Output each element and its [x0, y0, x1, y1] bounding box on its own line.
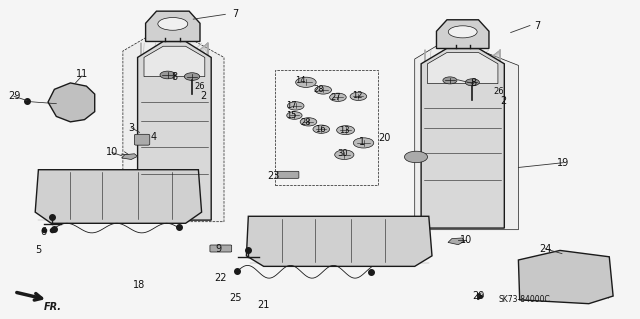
Circle shape — [315, 86, 332, 94]
Text: 21: 21 — [257, 300, 270, 310]
Polygon shape — [448, 238, 465, 245]
Text: 8: 8 — [470, 78, 477, 88]
Polygon shape — [428, 53, 498, 84]
Text: 27: 27 — [330, 93, 340, 102]
Polygon shape — [122, 154, 138, 160]
Circle shape — [160, 71, 175, 79]
Polygon shape — [144, 46, 205, 77]
FancyBboxPatch shape — [210, 245, 232, 252]
Text: 28: 28 — [314, 85, 324, 94]
Text: 24: 24 — [539, 244, 552, 254]
Text: 30: 30 — [337, 149, 348, 158]
Text: SK73-84000C: SK73-84000C — [499, 295, 550, 304]
Text: 22: 22 — [214, 272, 227, 283]
Text: 7: 7 — [534, 20, 541, 31]
Text: 25: 25 — [229, 293, 242, 303]
Polygon shape — [146, 11, 200, 41]
Text: 2: 2 — [200, 91, 207, 101]
Polygon shape — [138, 41, 211, 220]
Polygon shape — [436, 20, 489, 48]
Text: 18: 18 — [133, 279, 146, 290]
Text: 11: 11 — [76, 69, 88, 79]
Bar — [275, 70, 378, 185]
Text: 29: 29 — [472, 291, 485, 301]
Text: 2: 2 — [500, 96, 506, 106]
Circle shape — [296, 77, 316, 87]
Text: 3: 3 — [128, 122, 134, 133]
Circle shape — [287, 112, 302, 119]
Text: 8: 8 — [171, 72, 177, 82]
Text: 5: 5 — [35, 245, 42, 256]
Text: 9: 9 — [216, 244, 222, 254]
Text: 14: 14 — [296, 76, 306, 85]
Circle shape — [404, 151, 428, 163]
Text: 4: 4 — [150, 131, 157, 142]
Text: 10: 10 — [460, 235, 472, 245]
Text: 17: 17 — [286, 101, 296, 110]
Text: 29: 29 — [8, 91, 20, 101]
Polygon shape — [246, 216, 432, 266]
Text: 19: 19 — [557, 158, 570, 168]
Text: 28: 28 — [301, 118, 311, 127]
Ellipse shape — [158, 18, 188, 30]
FancyBboxPatch shape — [134, 134, 150, 145]
Polygon shape — [421, 48, 504, 228]
Text: 23: 23 — [268, 171, 280, 181]
Circle shape — [353, 138, 374, 148]
Circle shape — [337, 126, 355, 135]
Circle shape — [350, 92, 367, 100]
Circle shape — [335, 150, 354, 160]
Text: 16: 16 — [315, 125, 325, 134]
Text: FR.: FR. — [44, 302, 61, 312]
Polygon shape — [48, 83, 95, 122]
Text: 20: 20 — [378, 133, 390, 143]
Text: 7: 7 — [232, 9, 239, 19]
Circle shape — [443, 77, 457, 84]
Polygon shape — [123, 26, 224, 222]
Circle shape — [184, 73, 200, 80]
Text: 6: 6 — [40, 227, 47, 237]
Text: 15: 15 — [286, 111, 296, 120]
Circle shape — [287, 102, 304, 110]
Circle shape — [300, 118, 317, 126]
Polygon shape — [518, 250, 613, 304]
FancyBboxPatch shape — [277, 171, 299, 178]
Circle shape — [465, 79, 479, 86]
Polygon shape — [415, 38, 518, 230]
Text: 26: 26 — [195, 82, 205, 91]
Text: 1: 1 — [358, 137, 365, 147]
Text: 12: 12 — [352, 91, 362, 100]
Polygon shape — [35, 170, 202, 223]
Ellipse shape — [448, 26, 477, 38]
Circle shape — [330, 93, 346, 101]
Text: 26: 26 — [494, 87, 504, 96]
Circle shape — [313, 125, 330, 133]
Text: 10: 10 — [106, 147, 118, 158]
Text: 13: 13 — [339, 126, 349, 135]
